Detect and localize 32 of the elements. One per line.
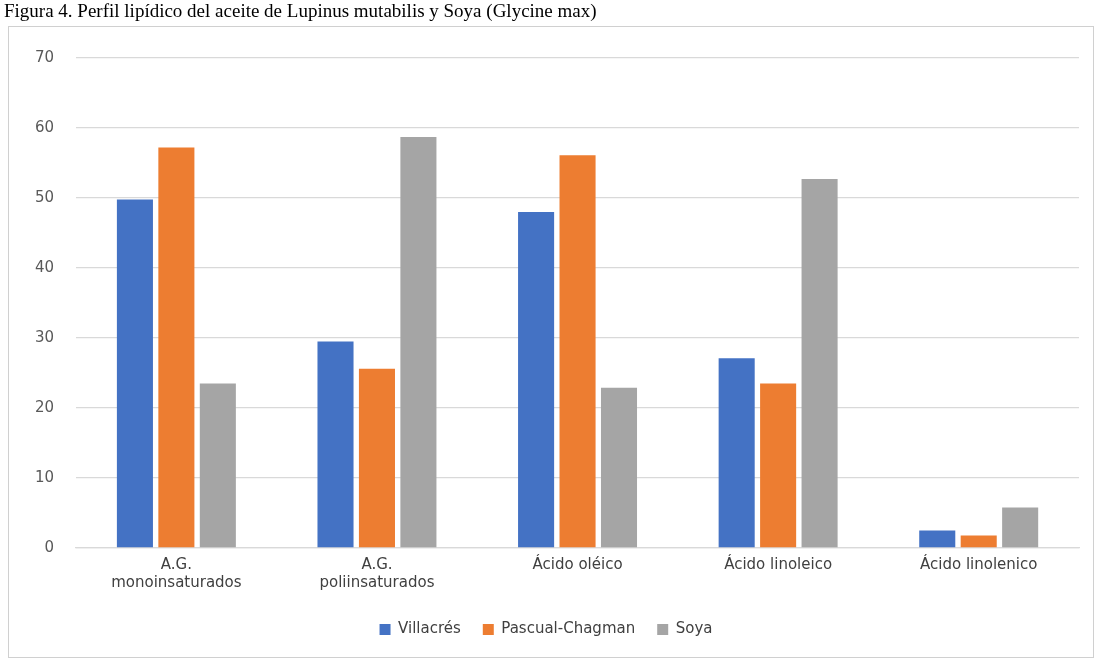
bar xyxy=(199,383,236,548)
bar xyxy=(358,368,395,548)
bar xyxy=(317,341,354,548)
bar xyxy=(760,383,797,548)
bar xyxy=(518,212,555,548)
bar xyxy=(718,358,755,548)
y-tick-label: 20 xyxy=(34,397,55,416)
bar xyxy=(158,147,195,548)
bar xyxy=(116,199,153,548)
legend-label: Soya xyxy=(675,619,713,638)
chart-title: Figura 4. Perfil lipídico del aceite de Lupinus mutabilis y Soya (Glycine max) xyxy=(3,0,598,22)
y-tick-label: 30 xyxy=(34,327,55,346)
bar xyxy=(400,137,437,548)
legend-label: Villacrés xyxy=(398,619,461,638)
x-tick-label: A.G. poliinsaturados xyxy=(319,554,435,591)
x-tick-label: Ácido oléico xyxy=(532,553,623,573)
y-tick-label: 70 xyxy=(34,47,55,66)
legend-label: Pascual-Chagman xyxy=(501,619,636,638)
y-tick-label: 40 xyxy=(34,257,55,276)
bar xyxy=(559,155,596,548)
x-tick-label: Ácido linolenico xyxy=(920,553,1038,573)
bar xyxy=(600,387,638,548)
bar xyxy=(1002,507,1039,548)
x-tick-label: Ácido linoleico xyxy=(724,553,833,573)
y-tick-label: 50 xyxy=(34,187,55,206)
y-tick-label: 60 xyxy=(34,117,55,136)
bar xyxy=(960,535,997,548)
x-tick-label: A.G. monoinsaturados xyxy=(111,554,242,591)
bar xyxy=(919,530,956,548)
y-tick-label: 10 xyxy=(34,467,55,486)
bar xyxy=(801,179,838,548)
y-tick-label: 0 xyxy=(44,537,55,556)
